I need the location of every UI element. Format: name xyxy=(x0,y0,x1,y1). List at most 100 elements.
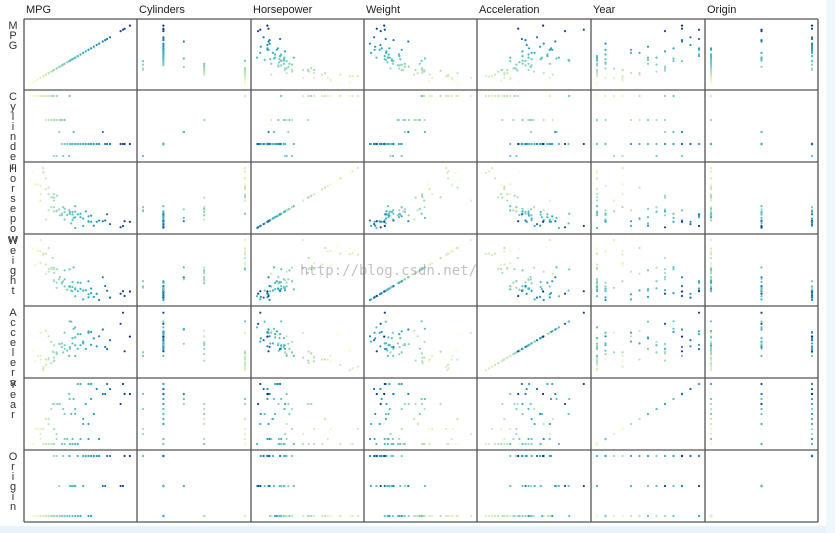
data-point xyxy=(760,295,763,298)
data-point xyxy=(509,76,512,79)
data-point xyxy=(128,454,131,458)
data-point xyxy=(709,264,713,267)
data-point xyxy=(182,276,185,279)
data-point xyxy=(162,220,165,223)
data-point xyxy=(79,514,82,518)
data-point xyxy=(39,193,42,196)
data-point xyxy=(398,67,401,70)
data-point xyxy=(128,392,131,396)
data-point xyxy=(760,345,763,349)
data-point xyxy=(629,270,633,273)
data-point xyxy=(162,322,165,325)
data-point xyxy=(70,484,73,488)
data-point xyxy=(529,118,532,122)
data-point xyxy=(123,294,126,298)
data-point xyxy=(42,365,45,368)
cell-horsepower-vs-horsepower xyxy=(255,166,360,230)
data-point xyxy=(84,454,87,458)
data-point xyxy=(672,454,675,458)
data-point xyxy=(279,333,282,336)
data-point xyxy=(259,224,262,227)
data-point xyxy=(545,514,548,518)
data-point xyxy=(307,256,310,260)
data-point xyxy=(530,217,533,220)
data-point xyxy=(604,281,607,284)
data-point xyxy=(500,193,503,196)
data-point xyxy=(428,73,431,76)
data-point xyxy=(672,130,675,134)
data-point xyxy=(283,56,286,59)
data-point xyxy=(87,330,90,333)
data-point xyxy=(259,142,262,146)
data-point xyxy=(709,437,713,441)
data-point xyxy=(458,82,461,86)
data-point xyxy=(506,68,509,72)
data-point xyxy=(672,292,675,295)
data-point xyxy=(548,218,551,221)
data-point xyxy=(348,369,351,372)
data-point xyxy=(243,417,247,421)
data-point xyxy=(274,412,277,416)
data-point xyxy=(268,392,271,396)
data-point xyxy=(56,352,59,355)
data-point xyxy=(521,402,524,406)
data-point xyxy=(509,514,512,518)
data-point xyxy=(386,437,389,441)
data-point xyxy=(709,281,713,284)
data-point xyxy=(68,514,71,518)
data-point xyxy=(407,343,410,346)
data-point xyxy=(568,514,571,518)
data-point xyxy=(407,402,410,406)
data-point xyxy=(509,56,512,59)
data-point xyxy=(203,218,206,221)
data-point xyxy=(379,402,382,406)
data-point xyxy=(60,118,64,122)
data-point xyxy=(416,72,419,75)
data-point xyxy=(243,350,247,353)
data-point xyxy=(604,290,607,293)
data-point xyxy=(141,432,145,436)
data-point xyxy=(446,369,449,372)
data-point xyxy=(270,437,273,441)
data-point xyxy=(604,58,607,61)
data-point xyxy=(497,514,500,518)
data-point xyxy=(663,271,667,274)
data-point xyxy=(52,427,56,431)
data-point xyxy=(423,130,426,134)
data-point xyxy=(71,337,74,340)
data-point xyxy=(162,320,165,323)
data-point xyxy=(313,442,316,446)
data-point xyxy=(595,196,599,199)
data-point xyxy=(513,352,516,355)
data-point xyxy=(680,219,684,222)
data-point xyxy=(604,296,607,299)
data-point xyxy=(119,484,122,488)
data-point xyxy=(326,250,329,253)
data-point xyxy=(697,348,701,351)
data-point xyxy=(243,179,247,182)
data-point xyxy=(63,218,66,221)
data-point xyxy=(243,67,247,70)
data-point xyxy=(663,142,667,146)
data-point xyxy=(243,362,247,365)
data-point xyxy=(638,454,641,458)
data-point xyxy=(595,62,599,65)
data-point xyxy=(516,514,519,518)
data-point xyxy=(509,94,512,98)
data-point xyxy=(271,51,274,55)
data-point xyxy=(104,219,107,222)
data-point xyxy=(162,298,165,301)
data-point xyxy=(106,382,109,386)
data-point xyxy=(527,210,530,213)
column-label-weight: Weight xyxy=(366,4,401,16)
data-point xyxy=(203,343,206,346)
data-point xyxy=(379,43,382,47)
data-point xyxy=(655,63,658,66)
data-point xyxy=(141,285,145,288)
data-point xyxy=(542,392,545,396)
data-point xyxy=(399,58,402,61)
data-point xyxy=(513,67,516,70)
data-point xyxy=(182,65,185,68)
data-point xyxy=(28,179,32,182)
data-point xyxy=(533,224,536,228)
